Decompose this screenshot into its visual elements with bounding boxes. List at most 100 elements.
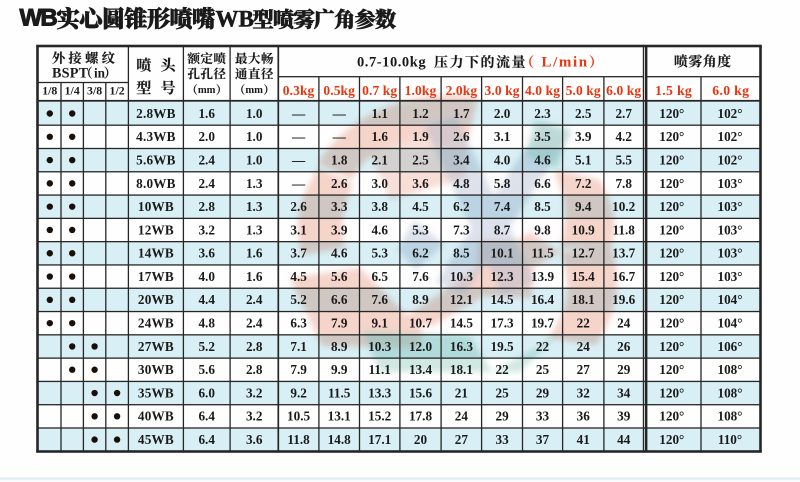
svg-text:8.7: 8.7 xyxy=(494,222,511,237)
svg-text:9.9: 9.9 xyxy=(331,362,348,377)
svg-text:29: 29 xyxy=(536,385,550,400)
svg-text:1.3: 1.3 xyxy=(246,176,263,191)
svg-text:3.8: 3.8 xyxy=(371,199,388,214)
svg-text:L/min: L/min xyxy=(542,54,589,70)
svg-text:17.1: 17.1 xyxy=(368,432,391,447)
svg-text:3.2: 3.2 xyxy=(246,409,263,424)
svg-text:6.5: 6.5 xyxy=(371,269,388,284)
svg-text:3.1: 3.1 xyxy=(494,129,510,144)
svg-text:22: 22 xyxy=(496,362,510,377)
svg-text:2.0: 2.0 xyxy=(198,129,215,144)
svg-text:102°: 102° xyxy=(717,153,742,168)
svg-text:103°: 103° xyxy=(717,246,742,261)
svg-text:6.6: 6.6 xyxy=(534,176,551,191)
svg-text:3/8: 3/8 xyxy=(87,83,102,97)
svg-text:4.6: 4.6 xyxy=(331,246,348,261)
svg-text:1.0: 1.0 xyxy=(246,106,263,121)
svg-text:17.3: 17.3 xyxy=(491,316,514,331)
svg-text:20: 20 xyxy=(414,432,428,447)
svg-text:2.8WB: 2.8WB xyxy=(136,106,175,121)
svg-text:120°: 120° xyxy=(659,409,684,424)
svg-text:14.5: 14.5 xyxy=(450,316,473,331)
svg-text:10.1: 10.1 xyxy=(491,246,514,261)
svg-text:7.9: 7.9 xyxy=(331,316,348,331)
svg-text:9.1: 9.1 xyxy=(371,316,387,331)
svg-text:40WB: 40WB xyxy=(138,409,174,424)
svg-text:33: 33 xyxy=(536,409,550,424)
svg-text:120°: 120° xyxy=(659,176,684,191)
svg-text:4.6: 4.6 xyxy=(534,153,551,168)
svg-text:3.4: 3.4 xyxy=(453,153,470,168)
svg-text:4.5: 4.5 xyxy=(290,269,307,284)
svg-text:2.4: 2.4 xyxy=(198,176,215,191)
svg-text:29: 29 xyxy=(496,409,510,424)
svg-text:6.4: 6.4 xyxy=(198,409,215,424)
svg-text:1.9: 1.9 xyxy=(412,129,429,144)
svg-text:—: — xyxy=(332,129,347,144)
svg-text:103°: 103° xyxy=(717,199,742,214)
svg-text:44: 44 xyxy=(617,432,631,447)
svg-text:10WB: 10WB xyxy=(138,199,174,214)
svg-text:10.9: 10.9 xyxy=(572,222,595,237)
svg-text:103°: 103° xyxy=(717,222,742,237)
svg-text:108°: 108° xyxy=(717,409,742,424)
svg-text:108°: 108° xyxy=(717,362,742,377)
svg-text:35WB: 35WB xyxy=(138,385,174,400)
svg-text:25: 25 xyxy=(496,385,510,400)
svg-text:4.5: 4.5 xyxy=(412,199,429,214)
svg-text:41: 41 xyxy=(577,432,590,447)
svg-text:6.2: 6.2 xyxy=(453,199,470,214)
svg-text:2.5: 2.5 xyxy=(412,153,429,168)
svg-text:5.6: 5.6 xyxy=(331,269,348,284)
svg-text:1.2: 1.2 xyxy=(412,106,429,121)
svg-text:1/2: 1/2 xyxy=(110,83,125,97)
svg-text:15.4: 15.4 xyxy=(572,269,595,284)
svg-text:5.6: 5.6 xyxy=(198,362,215,377)
svg-text:12WB: 12WB xyxy=(138,222,174,237)
svg-text:14.5: 14.5 xyxy=(491,292,514,307)
svg-text:17.8: 17.8 xyxy=(409,409,432,424)
svg-text:4.3WB: 4.3WB xyxy=(136,129,175,144)
svg-text:5.3: 5.3 xyxy=(371,246,388,261)
svg-text:0.7 kg: 0.7 kg xyxy=(362,83,397,98)
svg-text:16.4: 16.4 xyxy=(531,292,554,307)
svg-text:6.3: 6.3 xyxy=(290,316,307,331)
svg-text:104°: 104° xyxy=(717,316,742,331)
svg-text:19.6: 19.6 xyxy=(612,292,635,307)
svg-text:0.7-10.0kg: 0.7-10.0kg xyxy=(357,54,426,70)
svg-text:2.8: 2.8 xyxy=(246,362,263,377)
svg-text:6.4: 6.4 xyxy=(198,432,215,447)
svg-text:4.2: 4.2 xyxy=(615,129,632,144)
svg-text:30WB: 30WB xyxy=(138,362,174,377)
svg-text:in: in xyxy=(94,66,106,81)
svg-text:7.8: 7.8 xyxy=(615,176,632,191)
svg-text:6.6: 6.6 xyxy=(331,292,348,307)
svg-text:3.0 kg: 3.0 kg xyxy=(485,83,520,98)
svg-text:4.6: 4.6 xyxy=(371,222,388,237)
svg-text:3.9: 3.9 xyxy=(331,222,348,237)
svg-text:29: 29 xyxy=(617,362,631,377)
svg-text:8.5: 8.5 xyxy=(534,199,551,214)
svg-text:27: 27 xyxy=(577,362,591,377)
svg-text:13.4: 13.4 xyxy=(409,362,432,377)
svg-text:11.1: 11.1 xyxy=(369,362,391,377)
svg-text:2.4: 2.4 xyxy=(198,153,215,168)
svg-text:0.3kg: 0.3kg xyxy=(283,83,315,98)
svg-text:2.0kg: 2.0kg xyxy=(446,83,478,98)
svg-text:120°: 120° xyxy=(659,385,684,400)
svg-text:19.5: 19.5 xyxy=(491,339,514,354)
svg-text:120°: 120° xyxy=(659,432,684,447)
svg-text:4.0: 4.0 xyxy=(494,153,511,168)
svg-text:1/8: 1/8 xyxy=(42,83,57,97)
svg-text:5.8: 5.8 xyxy=(494,176,511,191)
svg-text:5.5: 5.5 xyxy=(615,153,632,168)
svg-text:mm: mm xyxy=(198,85,216,96)
svg-text:3.1: 3.1 xyxy=(290,222,306,237)
svg-text:5.0 kg: 5.0 kg xyxy=(566,83,601,98)
svg-text:mm: mm xyxy=(245,85,263,96)
svg-text:39: 39 xyxy=(617,409,631,424)
svg-text:1.5 kg: 1.5 kg xyxy=(655,83,692,98)
svg-text:34: 34 xyxy=(617,385,631,400)
svg-text:2.7: 2.7 xyxy=(615,106,632,121)
svg-text:2.6: 2.6 xyxy=(290,199,307,214)
